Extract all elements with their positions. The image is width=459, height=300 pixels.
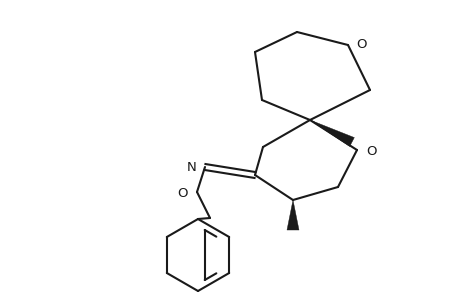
Text: O: O (177, 187, 188, 200)
Text: O: O (355, 38, 366, 51)
Text: N: N (187, 161, 196, 174)
Polygon shape (309, 120, 353, 146)
Text: O: O (365, 145, 375, 158)
Polygon shape (286, 200, 298, 230)
